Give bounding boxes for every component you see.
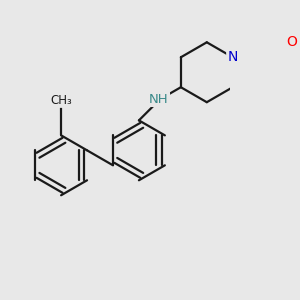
Text: O: O [286,35,297,49]
Text: N: N [227,50,238,64]
Text: CH₃: CH₃ [50,94,72,107]
Text: NH: NH [149,93,169,106]
